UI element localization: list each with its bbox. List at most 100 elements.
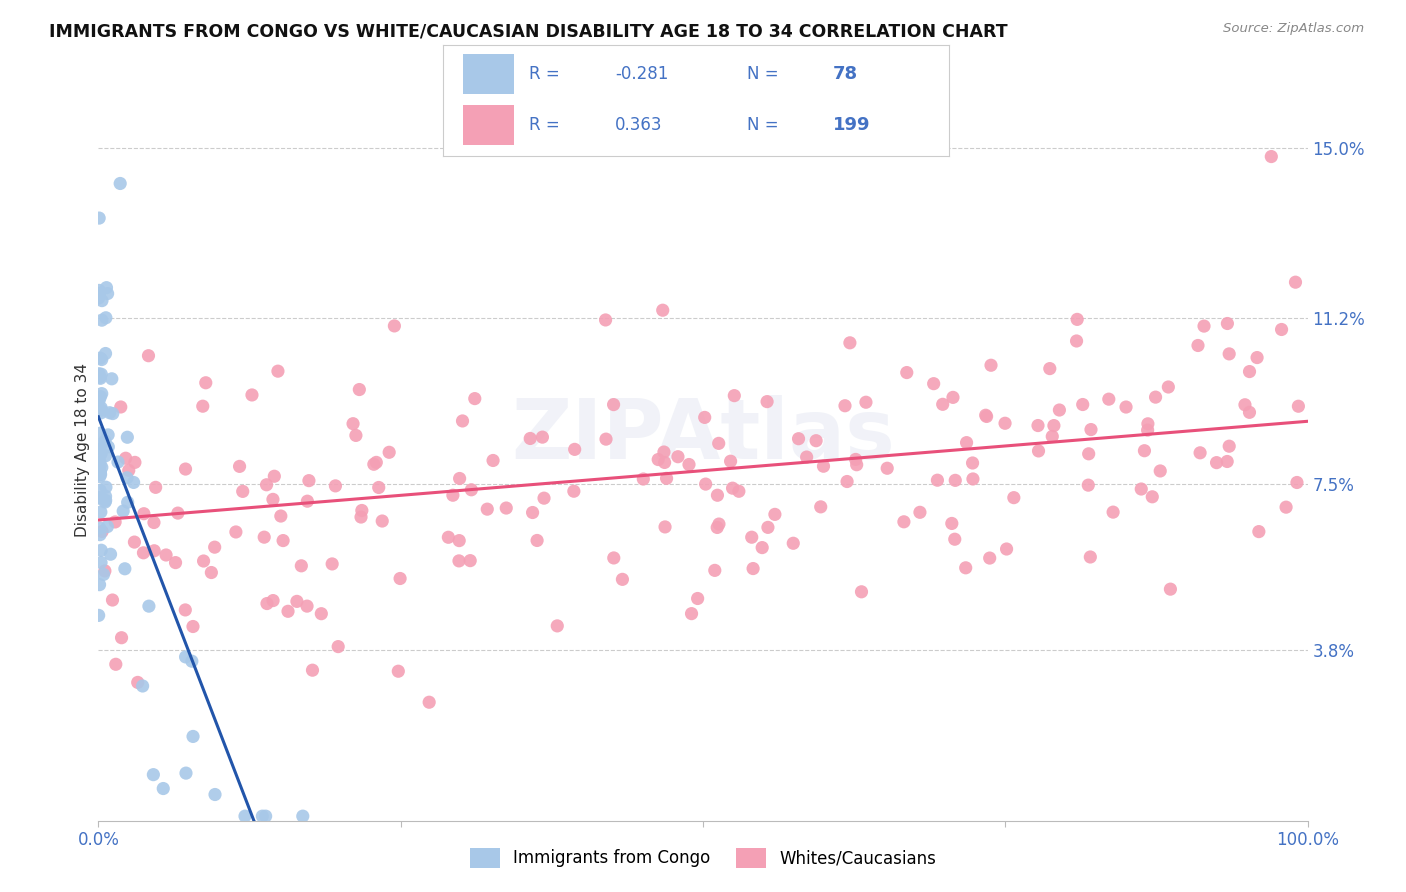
Point — [138, 349, 160, 363]
Point — [363, 457, 385, 471]
Point — [342, 417, 364, 431]
Point — [976, 409, 998, 424]
Point — [89, 371, 111, 385]
Point — [367, 480, 389, 494]
Y-axis label: Disability Age 18 to 34: Disability Age 18 to 34 — [75, 363, 90, 538]
Point — [686, 591, 709, 606]
Point — [751, 541, 773, 555]
Point — [464, 392, 486, 406]
Point — [941, 516, 963, 531]
Point — [97, 286, 120, 301]
Point — [943, 474, 966, 488]
Point — [1040, 429, 1063, 443]
Point — [447, 554, 470, 568]
Point — [271, 533, 294, 548]
Point — [706, 488, 728, 502]
Point — [228, 459, 250, 474]
Point — [174, 462, 197, 476]
Point — [979, 551, 1001, 566]
Text: Source: ZipAtlas.com: Source: ZipAtlas.com — [1223, 22, 1364, 36]
Point — [678, 458, 700, 472]
Point — [595, 432, 617, 446]
Point — [796, 450, 818, 464]
Point — [962, 456, 984, 470]
Point — [384, 318, 406, 333]
Point — [132, 507, 155, 521]
Point — [256, 597, 278, 611]
Point — [526, 533, 548, 548]
Text: N =: N = — [747, 64, 778, 83]
Point — [1284, 275, 1306, 289]
Point — [1136, 423, 1159, 437]
Point — [87, 608, 110, 623]
Point — [387, 664, 409, 678]
Point — [349, 383, 371, 397]
Point — [1077, 447, 1099, 461]
Point — [89, 393, 111, 408]
Point — [1247, 524, 1270, 539]
Point — [654, 520, 676, 534]
Point — [194, 376, 217, 390]
Point — [101, 593, 124, 607]
Point — [922, 376, 945, 391]
Point — [94, 310, 117, 325]
Point — [107, 455, 129, 469]
Point — [256, 477, 278, 491]
Point — [804, 434, 827, 448]
Point — [143, 516, 166, 530]
Point — [742, 561, 765, 575]
Point — [1047, 403, 1070, 417]
Point — [131, 679, 153, 693]
Point — [1286, 399, 1309, 413]
Point — [298, 474, 321, 488]
Point — [94, 564, 117, 578]
Point — [96, 519, 118, 533]
Point — [449, 471, 471, 485]
Point — [321, 557, 343, 571]
Point — [693, 410, 716, 425]
Point — [695, 477, 717, 491]
Point — [94, 346, 117, 360]
Point — [1275, 500, 1298, 515]
Point — [262, 593, 284, 607]
Point — [449, 533, 471, 548]
Point — [893, 515, 915, 529]
Point — [1066, 334, 1088, 348]
Point — [943, 533, 966, 547]
Point — [437, 530, 460, 544]
Point — [89, 438, 111, 452]
Text: N =: N = — [747, 116, 778, 134]
Point — [89, 521, 111, 535]
Point — [204, 788, 226, 802]
Point — [90, 467, 112, 482]
Point — [651, 303, 673, 318]
Point — [1028, 444, 1050, 458]
Point — [233, 809, 256, 823]
Point — [101, 407, 124, 421]
Text: R =: R = — [529, 116, 560, 134]
Point — [927, 473, 949, 487]
Point — [204, 540, 226, 554]
Point — [595, 313, 617, 327]
Point — [721, 481, 744, 495]
Point — [389, 572, 412, 586]
Point — [706, 520, 728, 534]
Point — [845, 452, 868, 467]
Point — [834, 399, 856, 413]
Point — [1098, 392, 1121, 406]
Point — [94, 489, 117, 503]
Point — [145, 480, 167, 494]
Point — [297, 494, 319, 508]
Legend: Immigrants from Congo, Whites/Caucasians: Immigrants from Congo, Whites/Caucasians — [464, 841, 942, 875]
Point — [90, 313, 112, 327]
Point — [89, 286, 111, 301]
Point — [90, 505, 112, 519]
Point — [974, 409, 997, 423]
Point — [89, 491, 111, 505]
Point — [90, 460, 112, 475]
Point — [451, 414, 474, 428]
Point — [291, 809, 314, 823]
Point — [602, 398, 624, 412]
Point — [533, 491, 555, 505]
Point — [756, 520, 779, 534]
